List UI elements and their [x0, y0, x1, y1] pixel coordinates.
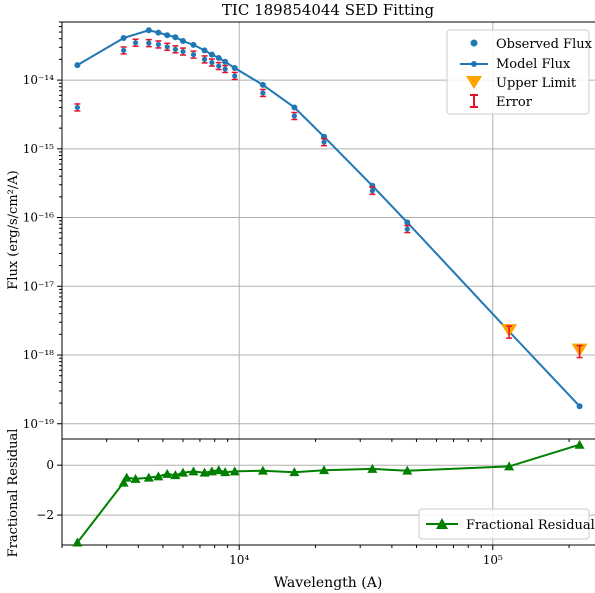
model-flux-point: [291, 104, 298, 111]
residual-point: [504, 461, 515, 471]
residual-point: [220, 467, 231, 477]
y-tick-label: 10⁻¹⁶: [23, 211, 54, 225]
bottom-legend: Fractional Residual: [418, 508, 595, 540]
observed-flux-point: [216, 63, 222, 69]
observed-flux-point: [321, 139, 327, 145]
top-ticks: 10⁻¹⁴ 10⁻¹⁵ 10⁻¹⁶ 10⁻¹⁷ 10⁻¹⁸ 10⁻¹⁹: [23, 21, 570, 442]
y-tick-label: 10⁻¹⁸: [23, 348, 54, 362]
bottom-y-axis-label: Fractional Residual: [6, 429, 21, 558]
observed-flux-point: [201, 56, 208, 62]
model-flux-point: [222, 58, 229, 65]
residual-point: [118, 477, 129, 487]
observed-flux-point: [222, 66, 228, 72]
observed-flux-point: [404, 226, 410, 232]
model-flux-point: [404, 219, 411, 226]
observed-flux-point: [121, 47, 127, 54]
observed-flux-point: [260, 90, 266, 96]
residual-point: [367, 463, 378, 473]
residual-point: [153, 471, 164, 481]
model-flux-point: [155, 29, 162, 36]
residual-point: [229, 466, 240, 476]
x-tick-label: 10⁴: [229, 553, 249, 567]
observed-flux-point: [209, 59, 215, 66]
observed-flux-point: [369, 188, 375, 194]
legend-upper-limit-label: Upper Limit: [496, 76, 577, 91]
residual-point: [574, 439, 585, 449]
y-tick-label: 0: [46, 458, 54, 472]
residual-point: [188, 466, 199, 476]
observed-flux-point: [132, 40, 139, 46]
legend-observed-label: Observed Flux: [496, 37, 593, 52]
y-tick-label: 10⁻¹⁵: [23, 142, 54, 156]
observed-flux-point: [74, 104, 80, 111]
residual-point: [162, 468, 173, 478]
legend-error-swatch: [470, 94, 478, 108]
bottom-legend-box: [418, 508, 590, 540]
residual-line: [76, 443, 580, 544]
model-flux-point: [215, 54, 222, 61]
model-flux-point: [164, 32, 171, 39]
legend-residual-label: Fractional Residual: [466, 518, 595, 533]
residual-point: [177, 467, 188, 477]
observed-flux-point: [232, 73, 238, 79]
y-tick-label: 10⁻¹⁹: [23, 417, 54, 431]
model-flux-point: [259, 81, 266, 88]
legend-model-marker: [471, 61, 477, 67]
model-flux-point: [172, 34, 179, 41]
bottom-ticks: 10⁴ 10⁵ 0 −2: [36, 458, 570, 567]
x-tick-label: 10⁵: [483, 553, 503, 567]
residual-point: [402, 465, 413, 475]
residual-point: [319, 465, 330, 475]
top-legend: Observed Flux Model Flux Upper Limit Err…: [446, 29, 593, 115]
observed-flux-point: [180, 48, 186, 55]
model-flux-point: [190, 41, 197, 48]
top-y-axis-label: Flux (erg/s/cm²/A): [6, 170, 21, 289]
legend-observed-swatch: [470, 39, 478, 47]
observed-flux-point: [164, 44, 170, 50]
model-flux-point: [179, 38, 186, 45]
residual-point: [170, 470, 181, 480]
top-marks: [74, 27, 588, 410]
legend-residual-marker: [436, 518, 448, 529]
observed-flux-point: [146, 40, 152, 46]
y-tick-label: 10⁻¹⁷: [23, 279, 54, 293]
y-tick-label: −2: [36, 508, 54, 522]
observed-flux-point: [190, 51, 197, 58]
model-flux-point: [208, 51, 215, 58]
residual-point: [130, 473, 141, 483]
legend-upper-limit-swatch: [466, 76, 482, 89]
observed-flux-point: [155, 41, 162, 48]
model-flux-point: [120, 34, 127, 41]
residual-point: [289, 467, 300, 477]
chart-title: TIC 189854044 SED Fitting: [222, 1, 435, 19]
legend-error-label: Error: [496, 95, 533, 110]
residual-point: [199, 467, 210, 477]
residual-point: [213, 465, 224, 475]
residual-point: [121, 472, 132, 482]
legend-model-label: Model Flux: [496, 57, 571, 72]
residual-point: [72, 537, 83, 547]
model-flux-point: [201, 47, 208, 54]
model-flux-point: [231, 64, 238, 71]
residual-point: [143, 472, 154, 482]
model-flux-point: [145, 27, 152, 34]
y-tick-label: 10⁻¹⁴: [23, 73, 54, 87]
bottom-plot-frame: [61, 438, 595, 546]
bottom-marks: [72, 439, 585, 547]
x-axis-label: Wavelength (A): [274, 575, 383, 591]
observed-flux-point: [172, 46, 178, 52]
residual-point: [257, 465, 268, 475]
model-flux-point: [576, 403, 583, 410]
model-flux-point: [74, 62, 81, 69]
top-legend-box: [446, 29, 590, 115]
observed-flux-point: [291, 113, 297, 119]
